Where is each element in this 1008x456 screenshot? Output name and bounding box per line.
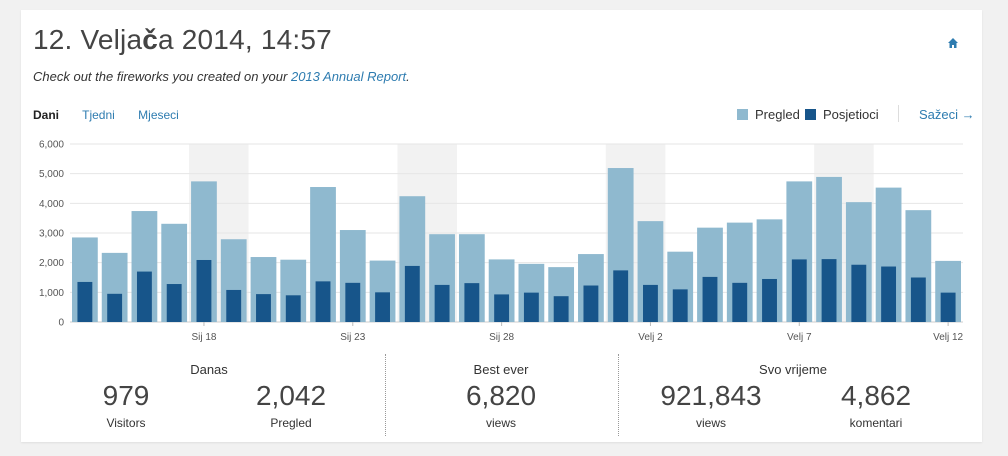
alltime-comments-label: komentari bbox=[849, 416, 903, 430]
best-title: Best ever bbox=[473, 362, 529, 377]
summary-link[interactable]: Sažeci → bbox=[919, 107, 975, 122]
tab-days[interactable]: Dani bbox=[33, 108, 60, 122]
today-title: Danas bbox=[190, 362, 228, 377]
x-tick-label: Sij 23 bbox=[340, 332, 365, 343]
bar-visitors bbox=[77, 281, 93, 322]
bar-visitors bbox=[345, 282, 361, 322]
today-views-label: Pregled bbox=[270, 416, 312, 430]
bar-visitors bbox=[136, 271, 152, 322]
alltime-views-value: 921,843 bbox=[660, 380, 762, 411]
bar-visitors bbox=[583, 285, 599, 322]
bar-visitors bbox=[226, 289, 242, 322]
bar-visitors bbox=[702, 276, 718, 322]
bar-visitors bbox=[315, 281, 331, 322]
alltime-title: Svo vrijeme bbox=[759, 362, 827, 377]
annual-report-link[interactable]: 2013 Annual Report bbox=[290, 69, 407, 84]
annual-report-note: Check out the fireworks you created on y… bbox=[33, 69, 410, 84]
stats-divider bbox=[385, 354, 386, 436]
legend-visitors-label: Posjetioci bbox=[823, 107, 879, 122]
legend-divider bbox=[898, 105, 899, 122]
alltime-comments-value: 4,862 bbox=[840, 380, 912, 411]
today-views-value: 2,042 bbox=[255, 380, 327, 411]
arrow-right-icon: → bbox=[958, 107, 975, 122]
legend-views-swatch bbox=[737, 109, 748, 120]
today-visitors-value: 979 bbox=[102, 380, 150, 411]
bar-visitors bbox=[107, 293, 123, 322]
bar-visitors bbox=[285, 295, 301, 322]
y-tick-label: 3,000 bbox=[39, 229, 64, 240]
bar-visitors bbox=[881, 266, 897, 322]
bar-visitors bbox=[196, 259, 212, 322]
x-tick-label: Velj 2 bbox=[638, 332, 663, 343]
bar-visitors bbox=[643, 284, 658, 322]
bar-visitors bbox=[404, 265, 420, 322]
stats-card: 12. Veljača 2014, 14:57 Check out the fi… bbox=[21, 10, 982, 442]
bar-visitors bbox=[732, 282, 748, 322]
y-tick-label: 1,000 bbox=[39, 288, 64, 299]
page-title: 12. Veljača 2014, 14:57 bbox=[33, 24, 332, 55]
stats-divider bbox=[618, 354, 619, 436]
bar-visitors bbox=[821, 259, 837, 322]
stats-chart: 0 1,000 2,000 3,000 4,000 5,000 6,000 Sij 18 Sij… bbox=[39, 140, 964, 344]
best-views-value: 6,820 bbox=[465, 380, 537, 411]
bar-visitors bbox=[762, 278, 777, 322]
today-visitors-label: Visitors bbox=[106, 416, 146, 430]
legend-visitors-swatch bbox=[805, 109, 816, 120]
bar-visitors bbox=[464, 283, 480, 322]
home-icon[interactable] bbox=[947, 37, 959, 49]
bar-visitors bbox=[166, 284, 182, 322]
alltime-views-label: views bbox=[695, 416, 727, 430]
period-tabs: Dani Tjedni Mjeseci bbox=[33, 108, 199, 122]
bar-visitors bbox=[851, 264, 867, 322]
y-tick-label: 4,000 bbox=[39, 199, 64, 210]
legend-views: Pregled bbox=[737, 107, 800, 122]
y-tick-label: 0 bbox=[58, 318, 64, 329]
bar-visitors bbox=[553, 296, 569, 322]
best-views-label: views bbox=[485, 416, 517, 430]
x-tick-label: Sij 18 bbox=[191, 332, 216, 343]
bar-visitors bbox=[672, 289, 688, 322]
bar-visitors bbox=[910, 277, 926, 322]
bar-visitors bbox=[256, 294, 271, 322]
legend-views-label: Pregled bbox=[755, 107, 800, 122]
x-tick-label: Sij 28 bbox=[489, 332, 514, 343]
bar-visitors bbox=[613, 270, 629, 322]
bar-visitors bbox=[523, 292, 539, 322]
y-tick-label: 6,000 bbox=[39, 140, 64, 151]
legend-visitors: Posjetioci bbox=[805, 107, 879, 122]
bar-visitors bbox=[791, 259, 807, 322]
x-tick-label: Velj 12 bbox=[933, 332, 963, 343]
bar-visitors bbox=[375, 292, 390, 322]
tab-months[interactable]: Mjeseci bbox=[138, 108, 179, 122]
y-tick-label: 5,000 bbox=[39, 169, 64, 180]
y-tick-label: 2,000 bbox=[39, 258, 64, 269]
tab-weeks[interactable]: Tjedni bbox=[82, 108, 115, 122]
bar-visitors bbox=[494, 294, 510, 322]
x-tick-label: Velj 7 bbox=[787, 332, 812, 343]
bar-visitors bbox=[940, 292, 956, 322]
bar-visitors bbox=[434, 284, 450, 322]
